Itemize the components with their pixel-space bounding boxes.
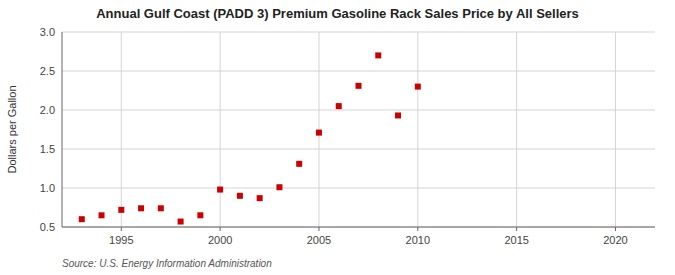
y-tick-label: 2.0 xyxy=(40,104,55,116)
point xyxy=(138,205,144,211)
point xyxy=(336,103,342,109)
point xyxy=(395,112,401,118)
y-tick-label: 1.0 xyxy=(40,182,55,194)
x-tick xyxy=(615,227,616,231)
x-tick-label: 2000 xyxy=(208,234,232,246)
x-tick-label: 2020 xyxy=(603,234,627,246)
x-tick-label: 2010 xyxy=(406,234,430,246)
y-grid-line xyxy=(62,110,655,111)
points xyxy=(79,52,421,224)
x-tick xyxy=(516,227,517,231)
x-grid-line xyxy=(318,32,319,227)
y-axis-label: Dollars per Gallon xyxy=(6,85,18,173)
point xyxy=(257,195,263,201)
title: Annual Gulf Coast (PADD 3) Premium Gasol… xyxy=(96,6,579,21)
x-axis-line xyxy=(62,227,655,228)
y-tick-label: 2.5 xyxy=(40,65,55,77)
y-grid-line xyxy=(62,149,655,150)
x-tick xyxy=(417,227,418,231)
point xyxy=(415,84,421,90)
x-grid-line xyxy=(417,32,418,227)
point xyxy=(99,212,105,218)
point xyxy=(178,219,184,225)
point xyxy=(79,216,85,222)
y-tick-label: 0.5 xyxy=(40,221,55,233)
x-grid-line xyxy=(121,32,122,227)
source: Source: U.S. Energy Information Administ… xyxy=(62,258,272,269)
y-grid-line xyxy=(62,32,655,33)
point xyxy=(375,52,381,58)
point xyxy=(118,207,124,213)
x-tick xyxy=(121,227,122,231)
y-grid-line xyxy=(62,71,655,72)
x-tick-label: 2005 xyxy=(307,234,331,246)
point xyxy=(197,212,203,218)
x-tick xyxy=(220,227,221,231)
point xyxy=(217,187,223,193)
x-grid-line xyxy=(220,32,221,227)
point xyxy=(316,130,322,136)
point xyxy=(158,205,164,211)
chart: 0.5 1.0 1.5 2.0 2.5 3.0 1995 2000 2005 2010 2015 20… xyxy=(0,0,675,275)
point xyxy=(276,184,282,190)
point xyxy=(237,193,243,199)
x-tick-label: 1995 xyxy=(109,234,133,246)
x-tick xyxy=(318,227,319,231)
point xyxy=(356,83,362,89)
x-tick-label: 2015 xyxy=(504,234,528,246)
y-grid-line xyxy=(62,188,655,189)
x-grid-line xyxy=(615,32,616,227)
x-grid-line xyxy=(516,32,517,227)
y-tick-label: 3.0 xyxy=(40,26,55,38)
y-axis-line xyxy=(62,32,63,227)
y-tick-label: 1.5 xyxy=(40,143,55,155)
chart-container: 0.5 1.0 1.5 2.0 2.5 3.0 1995 2000 2005 2010 2015 20… xyxy=(0,0,675,275)
y-grid-line xyxy=(62,227,655,228)
grid xyxy=(62,32,655,227)
point xyxy=(296,161,302,167)
